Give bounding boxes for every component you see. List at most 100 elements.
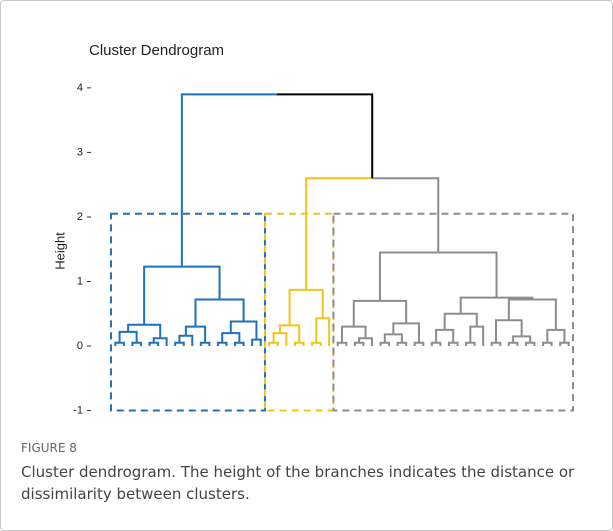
branch — [490, 341, 496, 347]
branch — [555, 328, 566, 343]
branch — [353, 341, 360, 347]
branch — [378, 251, 439, 301]
branch — [542, 341, 548, 347]
y-axis-label: Height — [52, 232, 67, 270]
branch — [443, 312, 461, 330]
y-tick-label: 3 — [77, 146, 83, 158]
y-tick-label: -1 — [73, 404, 83, 416]
branch — [136, 341, 142, 347]
branch — [453, 341, 459, 347]
branch — [199, 341, 206, 347]
branch — [546, 328, 556, 343]
branch — [564, 341, 570, 347]
branch — [316, 341, 322, 347]
branch — [184, 325, 196, 336]
branch — [268, 341, 274, 347]
branch — [277, 93, 374, 179]
branch — [342, 341, 348, 347]
branch — [401, 341, 408, 347]
branch — [358, 337, 366, 343]
branch — [128, 330, 138, 343]
branch — [507, 341, 514, 347]
branch — [153, 341, 160, 347]
branch — [256, 338, 262, 347]
branch — [118, 330, 129, 343]
branch — [393, 333, 403, 343]
branch — [372, 177, 440, 253]
branch — [419, 341, 425, 347]
branch — [278, 324, 290, 334]
branch — [216, 341, 223, 347]
branch — [178, 334, 186, 343]
branch — [495, 319, 509, 343]
branch — [243, 320, 258, 340]
branch — [221, 332, 231, 343]
y-tick-label: 0 — [77, 340, 83, 352]
branch — [219, 298, 245, 322]
branch — [205, 341, 211, 347]
branch — [476, 325, 485, 347]
branch — [532, 298, 557, 330]
branch — [465, 341, 471, 347]
branch — [181, 265, 221, 300]
branch — [315, 317, 323, 343]
branch — [180, 93, 278, 267]
branch — [507, 298, 533, 321]
branch — [131, 341, 137, 347]
branch — [251, 338, 257, 347]
branch — [436, 341, 442, 347]
branch — [322, 317, 331, 347]
branch — [143, 265, 182, 325]
branch — [438, 251, 498, 298]
chart: Cluster Dendrogram Height -1 0 1 2 3 4 — [52, 42, 575, 416]
branch — [359, 341, 365, 347]
branch — [513, 341, 519, 347]
branch — [174, 341, 180, 347]
branch — [559, 341, 565, 347]
branch — [469, 325, 477, 343]
branch — [222, 341, 228, 347]
branch — [379, 299, 408, 324]
branch — [273, 341, 279, 347]
branch — [524, 341, 531, 347]
branch — [547, 341, 553, 347]
branch — [496, 341, 502, 347]
branch — [179, 341, 185, 347]
branch — [384, 341, 391, 347]
branch — [229, 320, 244, 334]
branch — [447, 341, 454, 347]
figure-label: FIGURE 8 — [21, 441, 77, 455]
branch — [470, 341, 476, 347]
branch — [293, 341, 300, 347]
chart-title: Cluster Dendrogram — [89, 42, 224, 59]
branch — [114, 341, 120, 347]
branch — [352, 299, 380, 327]
branch — [512, 335, 522, 343]
branch — [341, 325, 354, 343]
figure-caption: Cluster dendrogram. The height of the br… — [21, 463, 575, 503]
branch — [336, 341, 342, 347]
branch — [152, 337, 161, 343]
branch — [460, 312, 478, 327]
y-tick-label: 4 — [77, 82, 83, 94]
branch — [288, 288, 307, 326]
branch — [234, 341, 240, 347]
branch — [413, 341, 419, 347]
branch — [396, 341, 402, 347]
branch — [195, 325, 207, 343]
branch — [365, 337, 373, 347]
branch — [272, 332, 280, 343]
branch — [311, 341, 317, 347]
branch — [306, 288, 324, 319]
branch — [289, 324, 301, 343]
branch — [353, 325, 367, 339]
branch — [379, 341, 385, 347]
cluster-box — [110, 212, 266, 412]
branch — [435, 328, 445, 343]
branch — [496, 296, 534, 300]
branch — [430, 341, 437, 347]
branch — [144, 323, 162, 339]
branch — [299, 341, 305, 347]
y-tick-label: 1 — [77, 275, 83, 287]
